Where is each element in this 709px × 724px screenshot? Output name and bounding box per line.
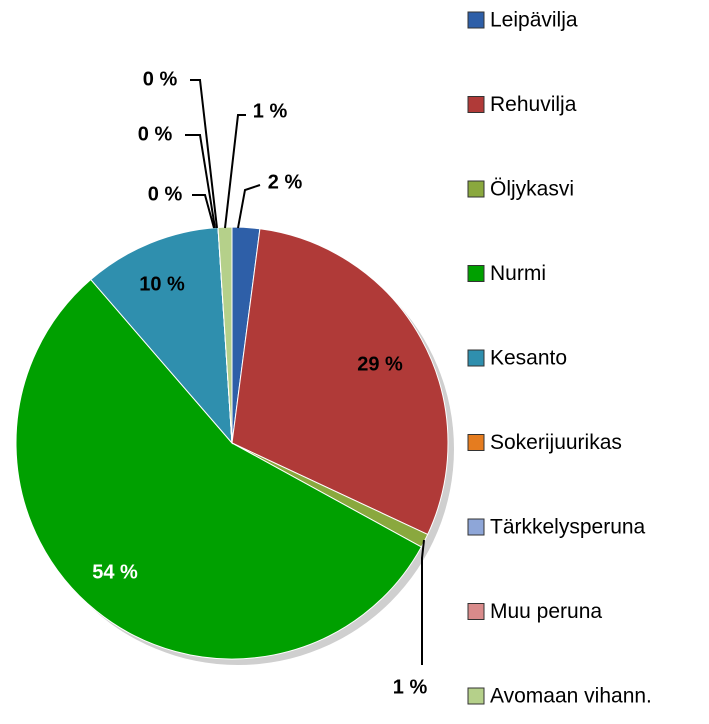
leader-line bbox=[224, 114, 246, 229]
data-label: 29 % bbox=[357, 353, 403, 375]
legend-swatch bbox=[467, 434, 485, 451]
legend-swatch bbox=[467, 687, 485, 705]
data-label: 1 % bbox=[393, 676, 428, 698]
legend-swatch bbox=[467, 518, 485, 536]
legend-label: Öljykasvi bbox=[490, 178, 574, 201]
legend-swatch bbox=[467, 11, 485, 29]
legend-swatch bbox=[467, 96, 485, 113]
pie-slice bbox=[90, 226, 233, 445]
legend-label: Muu peruna bbox=[490, 600, 602, 623]
leader-line bbox=[237, 184, 261, 229]
legend-label: Sokerijuurikas bbox=[490, 431, 622, 454]
data-label: 0 % bbox=[143, 68, 178, 90]
legend-label: Nurmi bbox=[490, 262, 546, 285]
data-label: 0 % bbox=[148, 183, 183, 205]
pie-slice bbox=[15, 278, 423, 660]
legend-swatch bbox=[467, 603, 485, 620]
leader-line bbox=[192, 194, 215, 229]
leader-line bbox=[421, 539, 425, 665]
pie-slice bbox=[231, 228, 449, 536]
leader-line bbox=[185, 134, 216, 229]
data-label: 54 % bbox=[92, 561, 138, 583]
legend-swatch bbox=[467, 180, 485, 198]
data-label: 10 % bbox=[139, 273, 185, 295]
legend-label: Leipävilja bbox=[490, 9, 578, 32]
data-label: 0 % bbox=[138, 123, 173, 145]
legend-label: Tärkkelysperuna bbox=[490, 516, 646, 539]
leader-line bbox=[190, 79, 218, 229]
legend-swatch bbox=[467, 349, 485, 367]
data-label: 1 % bbox=[253, 100, 288, 122]
legend-swatch bbox=[467, 265, 485, 282]
legend-label: Kesanto bbox=[490, 347, 567, 370]
legend-label: Avomaan vihann. bbox=[490, 685, 652, 708]
data-label: 2 % bbox=[268, 171, 303, 193]
legend-label: Rehuvilja bbox=[490, 93, 577, 116]
